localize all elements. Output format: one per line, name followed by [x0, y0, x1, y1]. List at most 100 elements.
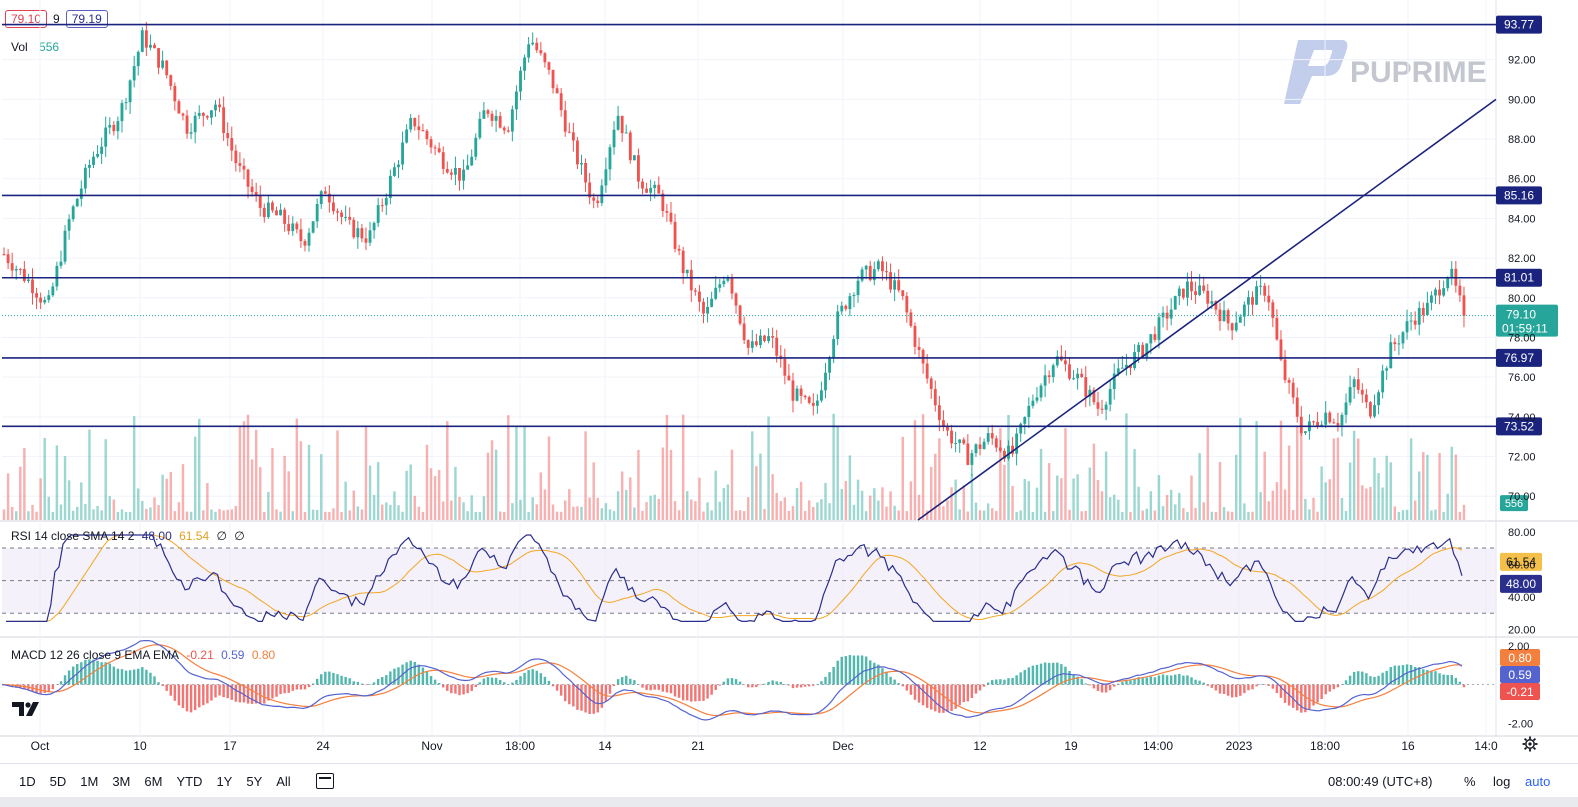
candle-body: [604, 169, 608, 186]
volume-bar: [645, 502, 648, 520]
macd-histogram-bar: [1169, 675, 1173, 685]
candle-body: [649, 188, 653, 193]
volume-bar: [1052, 511, 1055, 520]
candle-body: [547, 62, 551, 70]
macd-histogram-bar: [1291, 684, 1295, 708]
volume-bar: [120, 509, 124, 520]
candle-body: [275, 210, 278, 216]
candle-body: [1047, 375, 1051, 377]
macd-histogram-bar: [356, 681, 360, 685]
settings-gear-icon[interactable]: [1522, 736, 1538, 752]
candle-body: [449, 172, 453, 175]
volume-bar: [466, 511, 469, 520]
timeframe-3m[interactable]: 3M: [112, 773, 131, 789]
macd-histogram-bar: [242, 684, 246, 703]
candle-body: [677, 248, 681, 251]
volume-bar: [551, 504, 555, 520]
macd-histogram-bar: [340, 675, 343, 685]
candle-body: [47, 295, 51, 300]
candle-body: [214, 104, 217, 111]
calendar-icon[interactable]: [315, 773, 334, 789]
candle-body: [1080, 373, 1084, 378]
macd-histogram-bar: [812, 684, 815, 686]
volume-bar: [718, 501, 721, 520]
macd-histogram-bar: [1088, 684, 1092, 686]
macd-histogram-bar: [958, 684, 961, 706]
candle-body: [1397, 343, 1401, 345]
volume-bar: [986, 503, 990, 520]
log-toggle[interactable]: log: [1493, 773, 1511, 789]
candle-body: [1438, 289, 1441, 296]
timeframe-6m[interactable]: 6M: [144, 773, 163, 789]
macd-histogram-bar: [612, 684, 616, 687]
candle-body: [832, 339, 836, 359]
auto-toggle[interactable]: auto: [1525, 773, 1551, 789]
macd-histogram-bar: [690, 684, 693, 702]
macd-histogram-bar: [661, 684, 665, 692]
ask-price[interactable]: 79.19: [65, 10, 108, 28]
price-tick: 90.00: [1508, 94, 1536, 106]
macd-histogram-bar: [1397, 665, 1401, 685]
macd-histogram-bar: [1153, 677, 1157, 685]
volume-bar: [348, 510, 351, 520]
volume-bar: [1003, 464, 1006, 520]
timeframe-all[interactable]: All: [276, 773, 291, 789]
volume-bar: [921, 414, 925, 520]
volume-bar: [629, 477, 632, 520]
candle-body: [1259, 285, 1263, 287]
volume-bar: [1271, 490, 1275, 520]
macd-histogram-bar: [364, 684, 368, 686]
macd-histogram-bar: [1145, 677, 1148, 685]
volume-bar: [1060, 478, 1063, 520]
macd-histogram-bar: [259, 684, 262, 704]
last-price-label: 79.10: [1506, 308, 1536, 322]
candle-body: [393, 167, 396, 176]
candle-body: [754, 341, 758, 346]
timeframe-5d[interactable]: 5D: [49, 773, 67, 789]
tradingview-logo-icon[interactable]: [12, 700, 40, 720]
macd-histogram-bar: [1344, 680, 1348, 685]
timeframe-ytd[interactable]: YTD: [176, 773, 203, 789]
macd-histogram-bar: [462, 684, 465, 695]
candle-body: [120, 103, 124, 122]
candle-body: [763, 335, 766, 342]
candle-body: [1434, 289, 1437, 296]
macd-histogram-bar: [63, 675, 67, 685]
macd-histogram-bar: [368, 684, 372, 685]
timeframe-1m[interactable]: 1M: [80, 773, 99, 789]
candle-body: [795, 388, 799, 401]
macd-histogram-bar: [1068, 670, 1071, 685]
timeframe-1d[interactable]: 1D: [19, 773, 36, 789]
rsi-legend: RSI 14 close SMA 14 2 48.00 61.54 ∅ ∅: [11, 529, 249, 543]
timeframe-5y[interactable]: 5Y: [246, 773, 263, 789]
volume-bar: [381, 504, 384, 520]
bid-price[interactable]: 79.10: [5, 10, 48, 28]
volume-bar: [860, 490, 864, 520]
percent-toggle[interactable]: %: [1464, 773, 1476, 789]
candle-body: [1206, 290, 1210, 304]
macd-histogram-bar: [71, 666, 75, 685]
candle-body: [1320, 424, 1324, 426]
volume-bar: [433, 476, 437, 520]
timeframe-1y[interactable]: 1Y: [216, 773, 233, 789]
macd-histogram-bar: [1251, 684, 1254, 690]
macd-histogram-bar: [1096, 684, 1100, 691]
macd-histogram-bar: [698, 684, 701, 702]
macd-histogram-bar: [877, 664, 880, 685]
candle-body: [92, 156, 95, 165]
volume-bar: [1357, 438, 1360, 520]
time-tick: 18:00: [1310, 739, 1340, 753]
chart-canvas[interactable]: 93.7785.1681.0176.9773.5279.1001:59:1155…: [0, 0, 1578, 763]
macd-histogram-bar: [1389, 667, 1392, 685]
volume-bar: [198, 418, 201, 520]
candle-body: [946, 426, 949, 431]
macd-histogram-bar: [653, 684, 656, 690]
volume-bar: [942, 506, 945, 520]
volume-bar: [1088, 467, 1092, 520]
candle-body: [950, 430, 953, 444]
candle-body: [1149, 334, 1153, 344]
candle-body: [283, 209, 287, 224]
macd-histogram-bar: [978, 684, 982, 691]
volume-bar: [824, 483, 827, 520]
